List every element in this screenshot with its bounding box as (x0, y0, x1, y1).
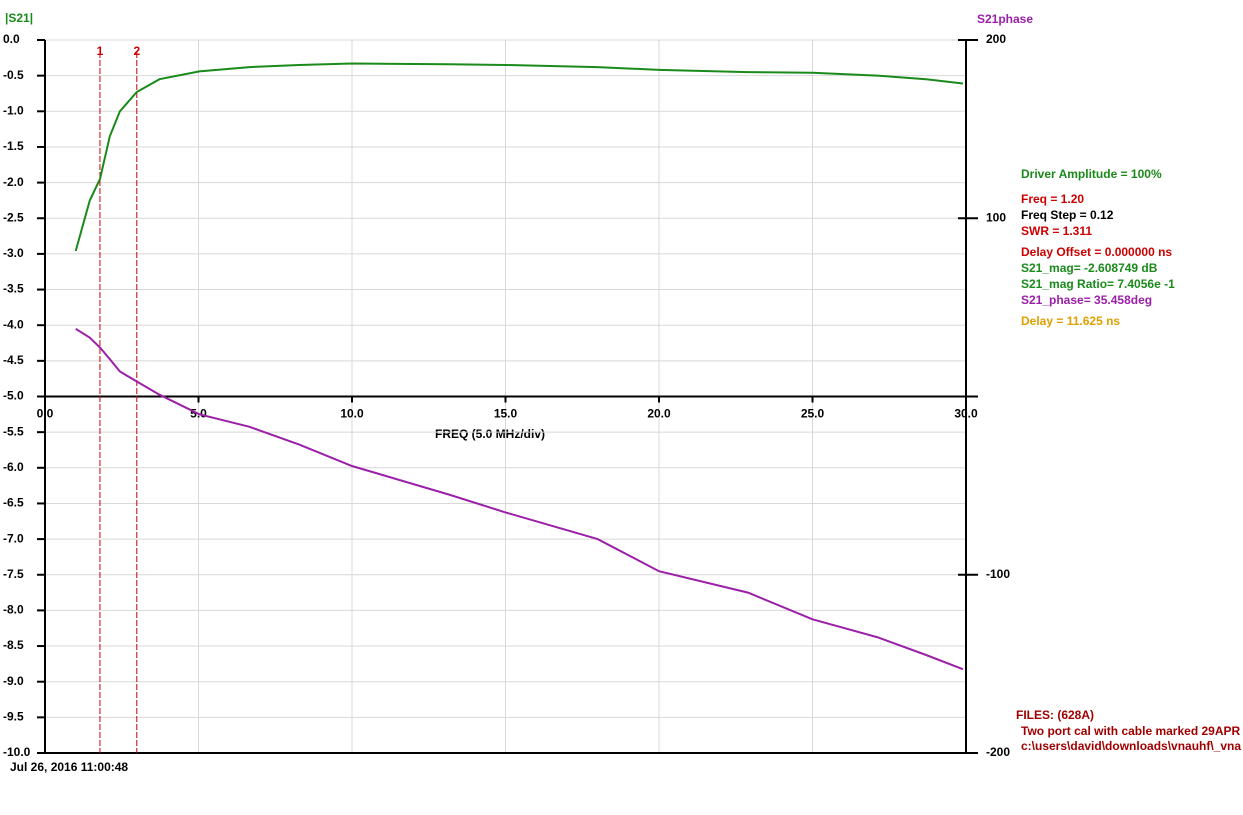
y2-axis-title: S21phase (977, 12, 1033, 26)
y-tick-label: -8.5 (3, 638, 24, 652)
info-text: S21_mag Ratio= 7.4056e -1 (1021, 277, 1175, 291)
info-text: S21_mag= -2.608749 dB (1021, 261, 1158, 275)
info-text: Driver Amplitude = 100% (1021, 167, 1162, 181)
y2-tick-label: 100 (986, 210, 1006, 224)
y-tick-label: -10.0 (3, 745, 31, 759)
y2-tick-label: -100 (986, 567, 1010, 581)
y-tick-label: -3.0 (3, 246, 24, 260)
info-text: Freq = 1.20 (1021, 192, 1084, 206)
y-tick-label: -4.5 (3, 353, 24, 367)
y-tick-label: 0.0 (3, 32, 20, 46)
series-line (74, 62, 964, 252)
x-tick-label: 10.0 (340, 407, 364, 421)
info-text: SWR = 1.311 (1021, 224, 1092, 238)
y-tick-label: -9.0 (3, 674, 24, 688)
info-text: S21_phase= 35.458deg (1021, 293, 1152, 307)
y-tick-label: -1.5 (3, 139, 24, 153)
y2-tick-label: -200 (986, 745, 1010, 759)
y-tick-label: -7.5 (3, 567, 24, 581)
y-tick-label: -5.5 (3, 424, 24, 438)
y-tick-label: -3.5 (3, 282, 24, 296)
info-text: Delay Offset = 0.000000 ns (1021, 245, 1172, 259)
info-text: Delay = 11.625 ns (1021, 314, 1120, 328)
timestamp: Jul 26, 2016 11:00:48 (10, 760, 128, 774)
file-text: FILES: (628A) (1016, 708, 1094, 722)
y-tick-label: -9.5 (3, 710, 24, 724)
y-tick-label: -8.0 (3, 603, 24, 617)
x-tick-label: 25.0 (801, 407, 825, 421)
x-tick-label: 15.0 (494, 407, 518, 421)
y-tick-label: -2.0 (3, 175, 24, 189)
series-line (75, 327, 964, 671)
y-tick-label: -1.0 (3, 103, 24, 117)
y-axis-title: |S21| (5, 11, 33, 25)
y-tick-label: -6.0 (3, 460, 24, 474)
y-tick-label: -2.5 (3, 210, 24, 224)
x-tick-label: 20.0 (647, 407, 671, 421)
y-tick-label: -4.0 (3, 317, 24, 331)
y-tick-label: -7.0 (3, 531, 24, 545)
file-text: c:\users\david\downloads\vnauhf\_vna (1021, 739, 1241, 753)
x-axis-title: FREQ (5.0 MHz/div) (435, 427, 545, 441)
info-text: Freq Step = 0.12 (1021, 208, 1114, 222)
y-tick-label: -5.0 (3, 389, 24, 403)
y2-tick-label: 200 (986, 32, 1006, 46)
marker-label: 1 (97, 44, 104, 58)
marker-label: 2 (133, 44, 140, 58)
y-tick-label: -0.5 (3, 68, 24, 82)
y-tick-label: -6.5 (3, 496, 24, 510)
file-text: Two port cal with cable marked 29APR (1021, 724, 1241, 738)
